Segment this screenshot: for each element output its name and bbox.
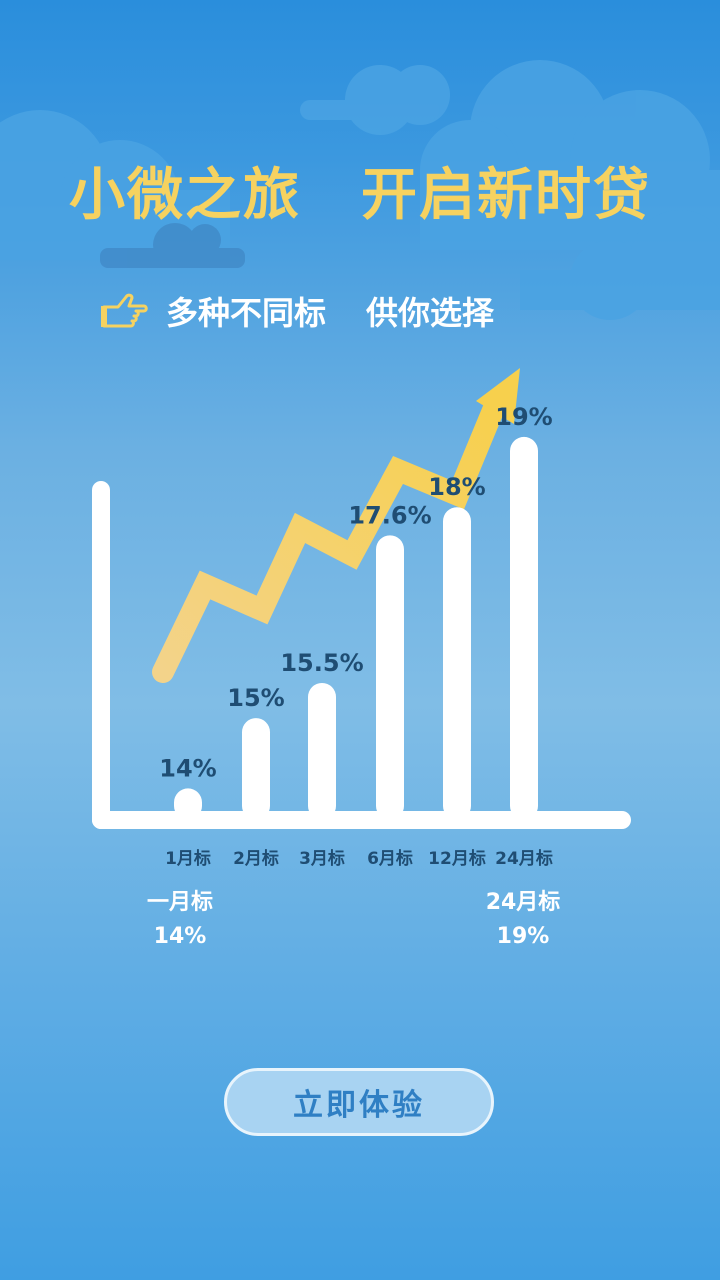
try-now-button-label: 立即体验 xyxy=(293,1088,425,1123)
bar-value-label-4: 17.6% xyxy=(348,501,431,529)
summary-last-label: 24月标 xyxy=(485,890,561,915)
trend-arrowhead xyxy=(476,368,520,424)
page-title: 小微之旅 开启新时贷 xyxy=(0,150,720,231)
summary-last: 24月标 19% xyxy=(453,886,593,954)
title-part1: 小微之旅 xyxy=(69,163,301,228)
bar-1 xyxy=(174,788,202,820)
summary-first: 一月标 14% xyxy=(110,886,250,954)
bar-6 xyxy=(510,436,538,820)
bar-value-label-2: 15% xyxy=(227,684,284,712)
category-label-3: 3月标 xyxy=(299,848,345,869)
summary-first-value: 14% xyxy=(153,924,207,949)
bar-2 xyxy=(242,718,270,820)
bar-4 xyxy=(376,535,404,820)
bar-value-label-5: 18% xyxy=(428,473,485,501)
pointing-hand-icon xyxy=(101,293,148,328)
category-label-4: 6月标 xyxy=(367,848,413,869)
subtitle-part2: 供你选择 xyxy=(366,294,495,332)
subtitle-part1: 多种不同标 xyxy=(166,294,327,332)
bar-value-label-6: 19% xyxy=(495,403,552,431)
category-label-6: 24月标 xyxy=(495,848,553,869)
category-label-5: 12月标 xyxy=(428,848,486,869)
try-now-button[interactable]: 立即体验 xyxy=(224,1068,494,1136)
trend-arrow xyxy=(152,397,505,683)
bar-3 xyxy=(308,682,336,820)
bar-5 xyxy=(443,507,471,820)
category-label-2: 2月标 xyxy=(233,848,279,869)
summary-first-label: 一月标 xyxy=(146,890,213,915)
category-label-1: 1月标 xyxy=(165,848,211,869)
subtitle: 多种不同标 供你选择 xyxy=(100,288,494,334)
bar-value-label-3: 15.5% xyxy=(280,649,363,677)
clouds-decoration xyxy=(0,60,720,320)
title-part2: 开启新时贷 xyxy=(361,163,651,228)
bar-value-label-1: 14% xyxy=(159,754,216,782)
summary-last-value: 19% xyxy=(496,924,550,949)
